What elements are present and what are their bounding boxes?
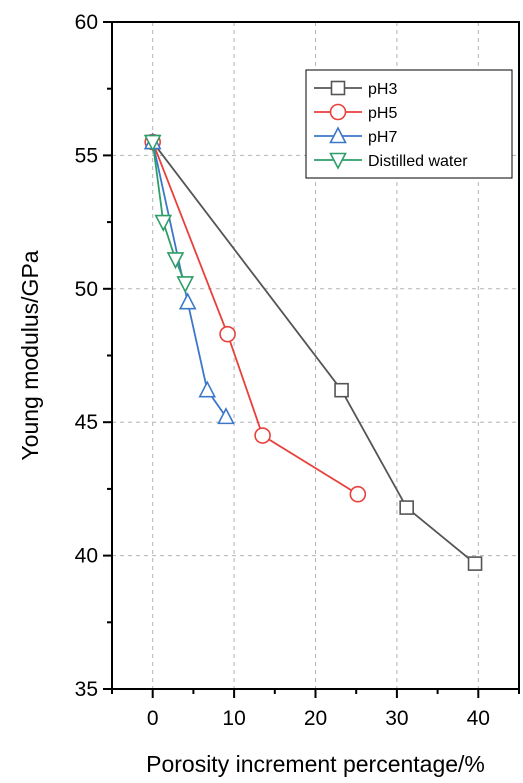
data-point-ph3 <box>399 500 414 515</box>
data-point-distilled-water <box>176 276 195 294</box>
x-tick-label: 0 <box>147 707 159 730</box>
series-ph3 <box>145 134 483 571</box>
legend-label-distilled-water: Distilled water <box>368 153 468 170</box>
legend: pH3 pH5 pH7 Distilled water <box>305 69 513 179</box>
y-tick-label: 45 <box>75 411 98 434</box>
y-tick-label: 55 <box>75 144 98 167</box>
legend-marker-ph7 <box>329 126 347 144</box>
x-axis-title: Porosity increment percentage/% <box>146 751 485 777</box>
y-tick-label: 50 <box>75 278 98 301</box>
data-point-distilled-water <box>154 214 173 232</box>
data-point-ph7 <box>217 407 235 425</box>
y-tick-label: 35 <box>75 678 98 701</box>
legend-item-ph7: pH7 <box>314 126 397 146</box>
legend-item-ph3: pH3 <box>314 80 397 98</box>
legend-marker-distilled-water <box>329 152 347 170</box>
data-point-ph5 <box>219 325 236 343</box>
y-axis-title: Young modulus/GPa <box>17 250 43 460</box>
legend-item-distilled-water: Distilled water <box>314 152 468 170</box>
legend-label-ph3: pH3 <box>368 81 397 98</box>
x-tick-label: 20 <box>304 707 327 730</box>
data-point-distilled-water <box>143 134 162 152</box>
series-layer <box>143 132 483 571</box>
y-tick-label: 60 <box>75 11 98 34</box>
data-point-ph3 <box>467 556 483 571</box>
data-point-ph7 <box>178 292 197 310</box>
series-line-distilled-water <box>151 141 187 284</box>
series-line-ph5 <box>151 141 359 496</box>
data-point-ph3 <box>334 382 349 398</box>
x-tick-label: 40 <box>467 707 490 730</box>
series-line-ph3 <box>151 141 476 565</box>
legend-label-ph7: pH7 <box>368 129 397 146</box>
data-point-ph7 <box>198 380 217 398</box>
series-line-ph7 <box>151 141 227 418</box>
y-tick-label: 40 <box>75 545 98 568</box>
legend-marker-ph3 <box>330 80 346 96</box>
legend-label-ph5: pH5 <box>368 105 397 122</box>
data-point-ph5 <box>254 427 271 444</box>
legend-marker-ph5 <box>329 103 347 121</box>
legend-item-ph5: pH5 <box>314 103 397 122</box>
series-distilled-water <box>143 134 195 294</box>
axis-ticks: 0 10 20 30 40 35 40 45 50 55 60 <box>75 11 520 730</box>
series-ph5 <box>144 133 367 503</box>
x-tick-label: 30 <box>385 707 408 730</box>
x-tick-label: 10 <box>222 707 245 730</box>
data-point-distilled-water <box>166 252 185 270</box>
data-point-ph5 <box>349 485 367 503</box>
